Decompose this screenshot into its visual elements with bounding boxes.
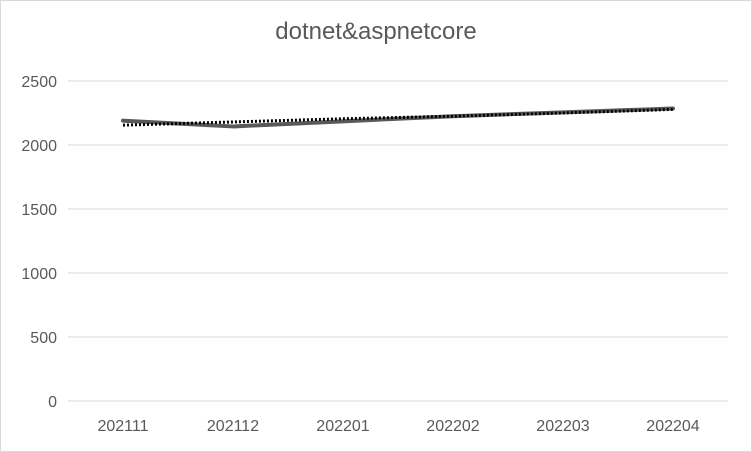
y-tick-label: 1500 bbox=[21, 202, 57, 219]
x-tick-label: 202111 bbox=[97, 418, 148, 435]
x-tick-label: 202204 bbox=[646, 418, 699, 435]
y-tick-label: 2500 bbox=[21, 74, 57, 91]
y-tick-label: 1000 bbox=[21, 266, 57, 283]
data-series-line bbox=[121, 106, 675, 129]
y-tick-label: 2000 bbox=[21, 138, 57, 155]
x-tick-label: 202112 bbox=[207, 418, 259, 435]
chart-title: dotnet&aspnetcore bbox=[275, 18, 477, 45]
x-tick-label: 202202 bbox=[426, 418, 479, 435]
y-tick-label: 500 bbox=[30, 330, 57, 347]
y-tick-label: 0 bbox=[48, 394, 57, 411]
x-tick-label: 202201 bbox=[316, 418, 369, 435]
x-tick-label: 202203 bbox=[536, 418, 589, 435]
